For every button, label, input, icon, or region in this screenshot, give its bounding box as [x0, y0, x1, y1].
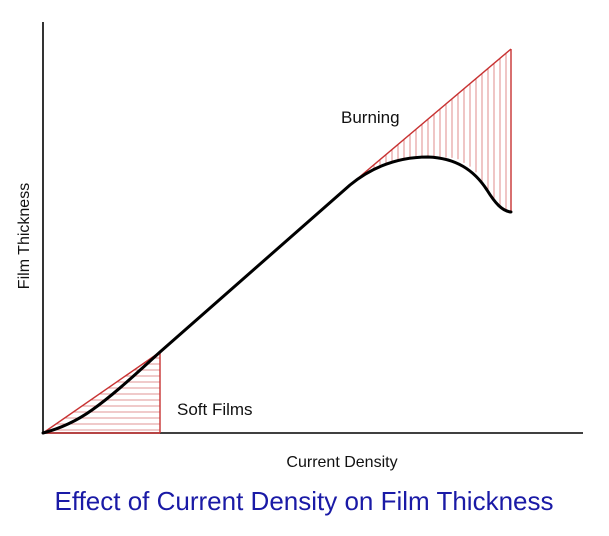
soft-films-label: Soft Films [177, 400, 253, 419]
thickness-curve [41, 155, 513, 435]
burning-label: Burning [341, 108, 400, 127]
x-axis-label: Current Density [286, 454, 397, 471]
y-axis-label: Film Thickness [16, 183, 33, 289]
diagram-caption: Effect of Current Density on Film Thickn… [54, 486, 553, 516]
soft-films-region [42, 351, 161, 434]
